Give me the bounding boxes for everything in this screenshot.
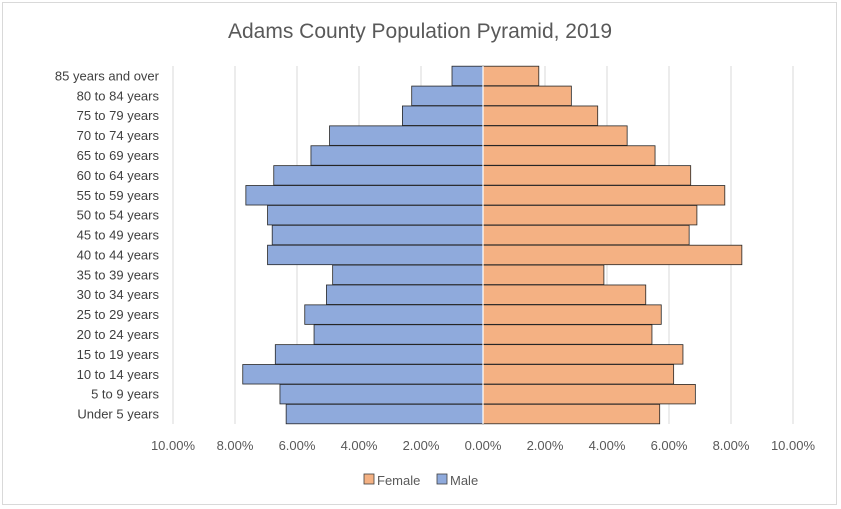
bar-male-3	[329, 125, 484, 146]
bar-male-16	[279, 384, 484, 405]
legend-label-male: Male	[450, 473, 478, 488]
x-tick-label-3: 4.00%	[341, 438, 378, 453]
bar-male-14	[274, 344, 484, 365]
x-tick-label-2: 6.00%	[279, 438, 316, 453]
bar-male-13	[313, 324, 484, 345]
bar-male-1	[411, 85, 484, 106]
bar-male-9	[267, 244, 484, 266]
bar-male-15	[242, 364, 484, 385]
bar-female-8	[482, 224, 690, 246]
bar-male-10	[332, 264, 484, 285]
x-tick-label-1: 8.00%	[217, 438, 254, 453]
x-tick-label-5: 0.00%	[465, 438, 502, 453]
category-label-13: 20 to 24 years	[77, 327, 160, 342]
bar-female-11	[482, 284, 647, 305]
bar-male-11	[326, 284, 484, 305]
bar-female-17	[482, 403, 661, 425]
bar-female-9	[482, 244, 743, 266]
bar-female-2	[482, 105, 599, 126]
bar-female-14	[482, 344, 684, 365]
bar-male-12	[304, 304, 484, 325]
bar-female-10	[482, 264, 605, 285]
x-tick-label-9: 8.00%	[713, 438, 750, 453]
bar-female-16	[482, 384, 696, 405]
bar-male-7	[267, 205, 484, 226]
bar-female-6	[482, 185, 726, 206]
category-label-1: 80 to 84 years	[77, 88, 160, 103]
legend-swatch-female	[363, 473, 375, 485]
bar-male-5	[273, 165, 484, 186]
x-tick-label-0: 10.00%	[151, 438, 196, 453]
category-label-3: 70 to 74 years	[77, 128, 160, 143]
bar-male-2	[401, 105, 484, 126]
bar-female-15	[482, 364, 675, 385]
category-label-8: 45 to 49 years	[77, 228, 160, 243]
bars	[242, 65, 743, 425]
category-label-4: 65 to 69 years	[77, 148, 160, 163]
category-label-9: 40 to 44 years	[77, 247, 160, 262]
bar-male-17	[285, 403, 484, 425]
x-tick-label-4: 2.00%	[403, 438, 440, 453]
category-label-7: 50 to 54 years	[77, 208, 160, 223]
category-label-15: 10 to 14 years	[77, 367, 160, 382]
bar-male-4	[310, 145, 484, 166]
legend-label-female: Female	[377, 473, 420, 488]
bar-female-12	[482, 304, 662, 325]
x-tick-label-8: 6.00%	[651, 438, 688, 453]
chart-title: Adams County Population Pyramid, 2019	[228, 20, 612, 43]
category-label-17: Under 5 years	[77, 407, 159, 422]
legend-swatch-male	[436, 473, 448, 485]
category-label-2: 75 to 79 years	[77, 108, 160, 123]
bar-male-8	[271, 224, 484, 246]
category-label-14: 15 to 19 years	[77, 347, 160, 362]
category-label-6: 55 to 59 years	[77, 188, 160, 203]
bar-female-4	[482, 145, 656, 166]
x-tick-labels: 10.00% 8.00% 6.00% 4.00% 2.00% 0.00% 2.00% 4.00…	[151, 438, 816, 453]
bar-female-1	[482, 85, 572, 106]
category-label-16: 5 to 9 years	[91, 387, 159, 402]
category-label-0: 85 years and over	[55, 68, 160, 83]
category-label-12: 25 to 29 years	[77, 307, 160, 322]
x-tick-label-6: 2.00%	[527, 438, 564, 453]
category-label-10: 35 to 39 years	[77, 267, 160, 282]
bar-male-0	[451, 65, 484, 87]
bar-female-7	[482, 205, 698, 226]
bar-male-6	[245, 185, 484, 206]
category-labels: 85 years and over 80 to 84 years 75 to 79 …	[55, 68, 160, 421]
bar-female-13	[482, 324, 653, 345]
x-tick-label-10: 10.00%	[771, 438, 816, 453]
bar-female-3	[482, 125, 628, 146]
legend: Female Male	[363, 473, 478, 488]
bar-female-0	[482, 65, 540, 87]
category-label-5: 60 to 64 years	[77, 168, 160, 183]
bar-female-5	[482, 165, 692, 186]
category-label-11: 30 to 34 years	[77, 287, 160, 302]
x-tick-label-7: 4.00%	[589, 438, 626, 453]
